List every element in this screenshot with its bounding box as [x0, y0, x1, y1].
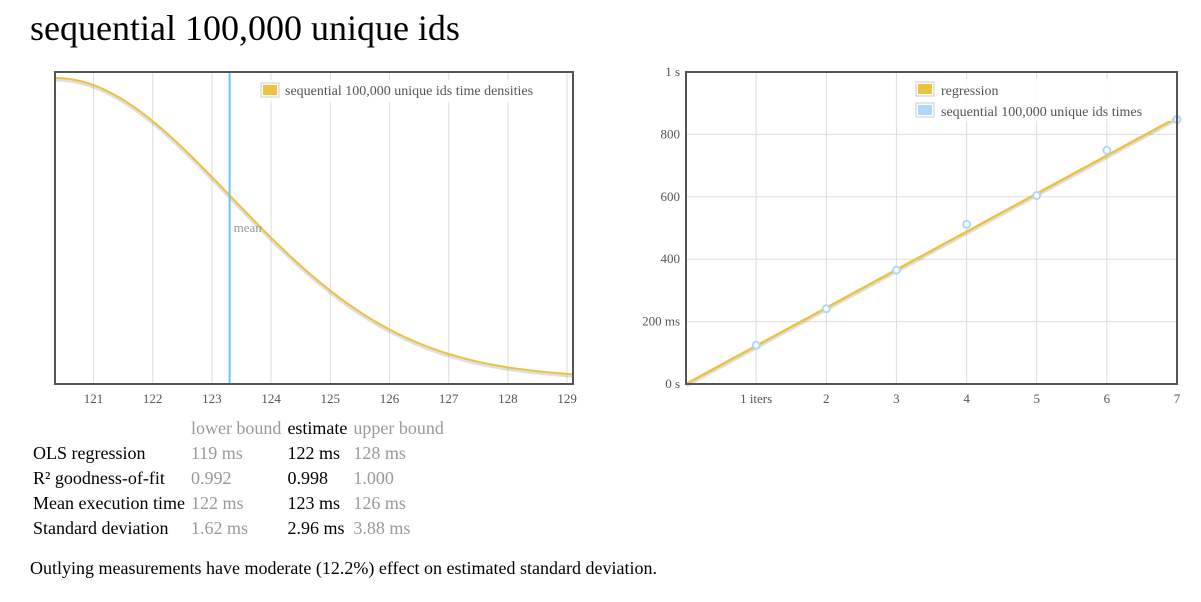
regression-x-tick-label: 1 iters: [740, 391, 772, 406]
regression-y-tick-label: 200 ms: [642, 314, 680, 329]
table-row: Mean execution time 122 ms 123 ms 126 ms: [30, 491, 447, 516]
density-x-tick-label: 124: [261, 391, 281, 406]
regression-legend-label: regression: [941, 84, 999, 99]
row-estimate: 122 ms: [287, 443, 340, 463]
density-legend: sequential 100,000 unique ids time densi…: [258, 80, 566, 102]
row-upper-bound: 1.000: [353, 468, 394, 488]
stats-table: lower bound estimate upper bound OLS reg…: [30, 416, 447, 541]
regression-x-ticks: 1 iters 2 3 4 5 6 7: [740, 391, 1181, 406]
density-curve-shadow: [54, 77, 574, 378]
regression-y-tick-label: 600: [661, 189, 681, 204]
row-lower-bound: 119 ms: [190, 443, 243, 463]
density-x-tick-label: 122: [143, 391, 163, 406]
density-x-tick-label: 125: [321, 391, 341, 406]
row-estimate: 2.96 ms: [287, 518, 345, 538]
regression-legend: regression sequential 100,000 unique ids…: [913, 79, 1172, 121]
time-point: [1032, 191, 1042, 201]
regression-x-tick-label: 2: [823, 391, 830, 406]
regression-y-tick-label: 800: [661, 126, 681, 141]
density-frame: [54, 71, 574, 385]
density-x-tick-label: 123: [202, 391, 222, 406]
density-plot: mean: [54, 72, 574, 384]
times-legend-label: sequential 100,000 unique ids times: [941, 105, 1142, 120]
row-label: R² goodness-of-fit: [33, 468, 165, 488]
mean-label: mean: [234, 220, 263, 235]
row-label: Standard deviation: [33, 518, 169, 538]
stats-header-row: lower bound estimate upper bound: [30, 416, 447, 441]
regression-x-tick-label: 3: [893, 391, 900, 406]
density-x-ticks: 121 122 123 124 125 126 127 128 129: [84, 391, 577, 406]
regression-chart: 1 iters 2 3 4 5 6 7 0 s 200 ms 400 600 800 1 s regr…: [642, 64, 1182, 406]
density-legend-label: sequential 100,000 unique ids time densi…: [285, 84, 533, 99]
row-label: Mean execution time: [33, 493, 185, 513]
regression-frame: [685, 71, 1178, 385]
time-point: [751, 340, 761, 350]
density-chart: mean 121 122 123 124 125 126 127 128 129 sequent…: [54, 71, 577, 406]
table-row: Standard deviation 1.62 ms 2.96 ms 3.88 …: [30, 516, 447, 541]
regression-x-tick-label: 5: [1033, 391, 1040, 406]
row-upper-bound: 128 ms: [353, 443, 406, 463]
regression-x-tick-label: 7: [1174, 391, 1181, 406]
regression-x-tick-label: 4: [963, 391, 970, 406]
regression-plot: [685, 114, 1182, 388]
row-upper-bound: 3.88 ms: [353, 518, 411, 538]
table-row: OLS regression 119 ms 122 ms 128 ms: [30, 441, 447, 466]
row-lower-bound: 1.62 ms: [190, 518, 248, 538]
time-point: [821, 304, 831, 314]
row-upper-bound: 126 ms: [353, 493, 406, 513]
stats-header-lower-bound: lower bound: [190, 418, 282, 438]
regression-y-tick-label: 0 s: [665, 376, 680, 391]
regression-y-tick-label: 400: [661, 251, 681, 266]
regression-x-tick-label: 6: [1104, 391, 1111, 406]
row-estimate: 0.998: [287, 468, 328, 488]
time-point: [1102, 145, 1112, 155]
row-label: OLS regression: [33, 443, 146, 463]
density-grid: [92, 72, 568, 384]
row-lower-bound: 122 ms: [190, 493, 244, 513]
density-x-tick-label: 121: [84, 391, 104, 406]
time-point: [962, 219, 972, 229]
regression-line: [685, 116, 1178, 386]
regression-line-shadow: [685, 117, 1178, 388]
density-x-tick-label: 126: [380, 391, 400, 406]
regression-y-tick-label: 1 s: [665, 64, 680, 79]
stats-header-upper-bound: upper bound: [353, 418, 444, 438]
density-x-tick-label: 129: [557, 391, 577, 406]
stats-header-label: [30, 416, 188, 441]
time-point: [891, 265, 901, 275]
regression-y-ticks: 0 s 200 ms 400 600 800 1 s: [642, 64, 680, 391]
row-lower-bound: 0.992: [190, 468, 232, 488]
density-x-tick-label: 128: [498, 391, 518, 406]
stats-header-estimate: estimate: [287, 418, 348, 438]
table-row: R² goodness-of-fit 0.992 0.998 1.000: [30, 466, 447, 491]
density-curve: [54, 77, 574, 376]
row-estimate: 123 ms: [287, 493, 340, 513]
outlier-note: Outlying measurements have moderate (12.…: [30, 558, 657, 578]
page-title: sequential 100,000 unique ids: [30, 8, 460, 48]
density-x-tick-label: 127: [439, 391, 459, 406]
